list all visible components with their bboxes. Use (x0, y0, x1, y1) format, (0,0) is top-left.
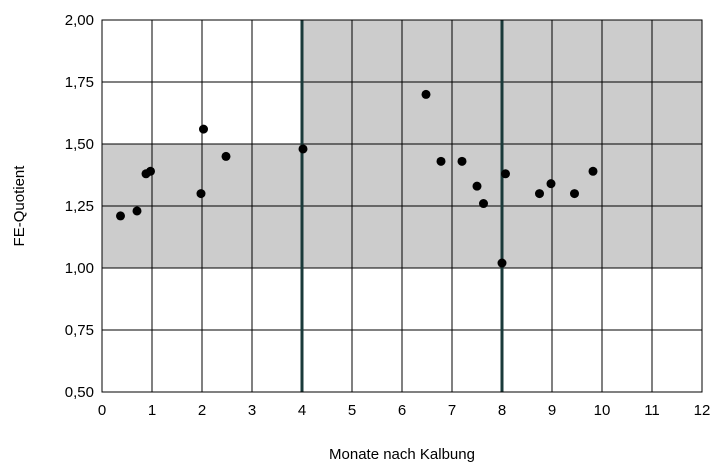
y-tick-label: 1,75 (65, 74, 94, 91)
plot-frame (101, 19, 703, 393)
data-point (535, 189, 544, 199)
x-tick-label: 1 (148, 402, 156, 419)
x-tick-label: 4 (298, 402, 306, 419)
y-tick-label: 1,00 (65, 260, 94, 277)
y-tick-labels: 0,50 0,75 1,00 1,25 1,50 1,75 2,00 (65, 12, 94, 401)
x-tick-label: 9 (548, 402, 556, 419)
data-point (116, 211, 125, 221)
data-point (132, 206, 142, 216)
data-point (501, 169, 510, 179)
x-tick-label: 7 (448, 402, 456, 419)
x-tick-label: 6 (398, 402, 406, 419)
data-point (479, 199, 488, 209)
data-point (221, 151, 231, 161)
data-point (421, 89, 431, 99)
data-point (588, 166, 598, 176)
x-tick-label: 8 (498, 402, 506, 419)
y-tick-label: 1,50 (65, 136, 94, 153)
y-tick-label: 1,25 (65, 198, 94, 215)
y-tick-label: 0,50 (65, 384, 94, 401)
data-point (436, 156, 446, 166)
data-point (196, 189, 206, 199)
data-point (570, 189, 579, 199)
y-tick-label: 0,75 (65, 322, 94, 339)
x-tick-label: 5 (348, 402, 356, 419)
x-tick-label: 12 (694, 402, 711, 419)
data-point (497, 258, 507, 268)
x-tick-label: 11 (644, 402, 660, 419)
data-point (472, 181, 482, 191)
x-axis-title: Monate nach Kalbung (329, 446, 475, 463)
x-tick-labels: 0 1 2 3 4 5 6 7 8 9 10 11 12 (98, 402, 711, 419)
vertical-marker-lines (300, 20, 504, 392)
x-tick-label: 3 (248, 402, 256, 419)
x-tick-label: 2 (198, 402, 206, 419)
y-tick-label: 2,00 (65, 12, 94, 29)
x-tick-label: 10 (594, 402, 611, 419)
data-point (199, 124, 208, 134)
y-axis-title: FE-Quotient (11, 165, 28, 247)
data-point (457, 156, 467, 166)
x-tick-label: 0 (98, 402, 106, 419)
data-point (146, 166, 155, 176)
data-points (116, 89, 598, 268)
data-point (546, 179, 556, 189)
data-point (298, 144, 308, 154)
